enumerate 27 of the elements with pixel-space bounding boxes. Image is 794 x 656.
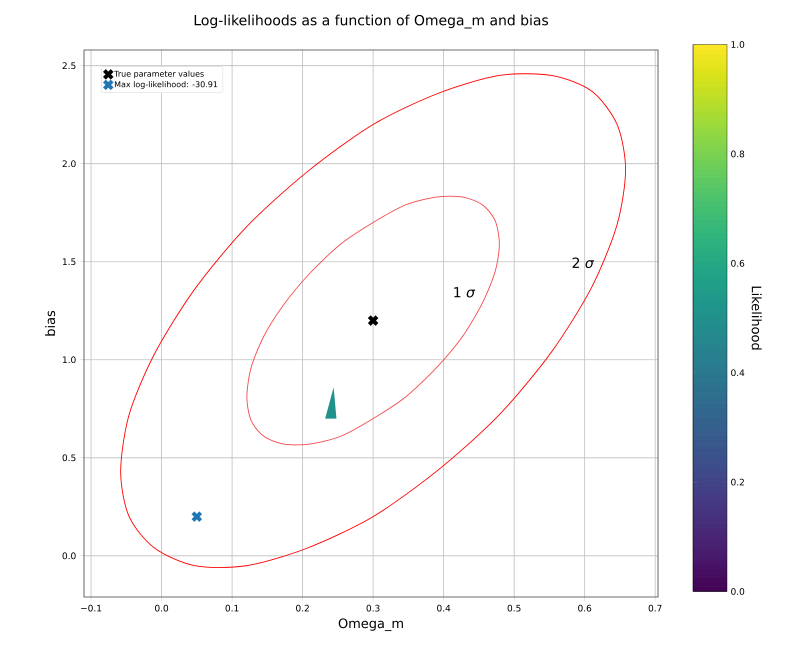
x-tick-label: 0.2 — [296, 604, 309, 612]
annotation: 2 σ — [572, 258, 594, 268]
y-tick-label: 2.5 — [62, 62, 76, 70]
x-tick-label: 0.3 — [366, 604, 380, 612]
x-tick-label: 0.6 — [578, 604, 592, 612]
x-tick-label: 0.4 — [437, 604, 450, 612]
color-bar-label: 0.0 — [731, 588, 744, 595]
color-bar-title: Likelihood — [752, 286, 762, 350]
x-tick-label: 0.1 — [226, 604, 238, 612]
x-tick-label: −0.1 — [81, 604, 102, 612]
color-bar-label: 0.4 — [731, 369, 744, 376]
annotation: 1 σ — [454, 287, 476, 298]
y-axis-title: bias — [45, 310, 56, 336]
color-bar-label: 0.2 — [731, 478, 744, 486]
x-tick-label: 0.7 — [648, 604, 662, 612]
y-tick-label: 0.5 — [62, 454, 76, 462]
x-axis-title: Omega_m — [338, 618, 403, 632]
x-tick-label: 0.0 — [155, 604, 168, 612]
y-tick-label: 1.5 — [62, 258, 76, 266]
color-bar-label: 0.8 — [731, 150, 744, 158]
y-tick-label: 2.0 — [62, 160, 76, 168]
y-tick-label: 1.0 — [62, 356, 76, 364]
color-bar-label: 1.0 — [732, 41, 744, 48]
x-tick-label: 0.5 — [508, 604, 520, 612]
y-tick-label: 0.0 — [62, 552, 76, 560]
chart-title: Log-likelihoods as a function of Omega_m and bias — [194, 14, 548, 29]
color-bar-label: 0.6 — [731, 260, 744, 267]
